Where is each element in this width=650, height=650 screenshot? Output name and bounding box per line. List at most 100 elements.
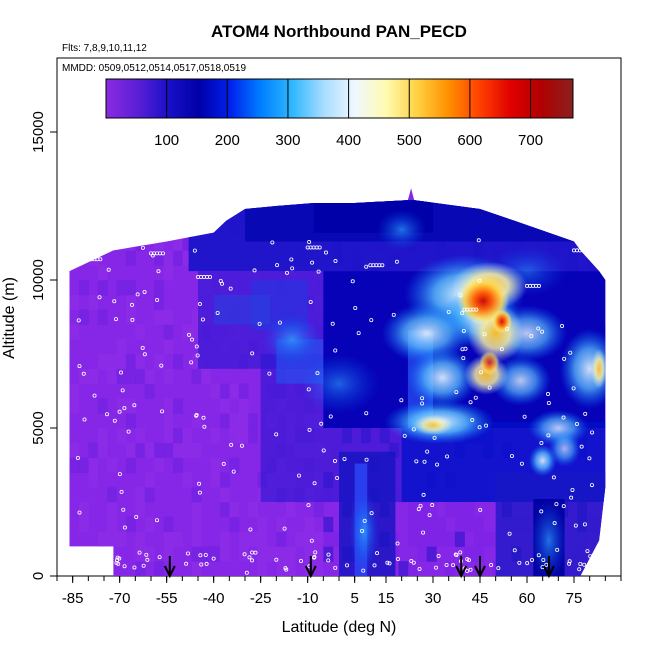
- heatmap-cell: [172, 428, 183, 444]
- heatmap-cell: [323, 516, 334, 533]
- sample-point: [316, 269, 321, 274]
- sample-point: [539, 441, 544, 446]
- sample-point: [228, 286, 233, 291]
- heatmap-cell: [107, 206, 118, 222]
- heatmap-cell: [191, 502, 202, 518]
- heatmap-cell: [191, 354, 202, 370]
- heatmap-cell: [154, 309, 165, 325]
- heatmap-cell: [417, 546, 428, 562]
- sample-point: [113, 317, 118, 322]
- heatmap-patch: [407, 347, 478, 408]
- sample-point: [122, 406, 127, 411]
- heatmap-cell: [163, 442, 174, 459]
- sample-point: [142, 289, 147, 294]
- sample-point: [204, 561, 209, 566]
- heatmap-cell: [69, 457, 80, 473]
- x-axis: -85 -70 -55 -40 -25 -10 5 15 30 45 60 75: [56, 576, 622, 607]
- sample-point: [330, 321, 335, 326]
- y-axis: 0 5000 10000 15000: [30, 111, 57, 580]
- heatmap-cell: [595, 191, 606, 207]
- heatmap-cell: [257, 546, 268, 562]
- heatmap-cell: [154, 280, 165, 296]
- heatmap-cell: [97, 531, 108, 547]
- heatmap-cell: [313, 531, 324, 547]
- heatmap-cell: [238, 428, 249, 444]
- sample-point: [328, 414, 333, 419]
- heatmap-cell: [577, 206, 588, 222]
- sample-point: [257, 321, 262, 326]
- heatmap-cell: [135, 324, 146, 340]
- heatmap-cell: [144, 487, 155, 503]
- sample-point: [119, 489, 124, 494]
- sample-point: [470, 418, 475, 423]
- heatmap-region: [213, 294, 271, 325]
- sample-point: [525, 561, 530, 566]
- heatmap-cell: [229, 428, 240, 444]
- sample-point: [579, 444, 584, 449]
- x-tick-label: -10: [297, 590, 319, 607]
- heatmap-cell: [154, 442, 165, 459]
- heatmap-cell: [323, 546, 334, 562]
- heatmap-cell: [219, 487, 230, 503]
- sample-point: [239, 443, 244, 448]
- heatmap-cell: [144, 516, 155, 533]
- sample-point: [283, 566, 288, 571]
- sample-point: [444, 562, 449, 567]
- heatmap-cell: [454, 516, 465, 533]
- sample-point: [422, 459, 427, 464]
- profile-marker-head: [543, 565, 555, 579]
- x-tick-label: 30: [425, 590, 442, 607]
- sample-point: [568, 350, 573, 355]
- heatmap-cell: [125, 309, 136, 325]
- sample-point: [546, 400, 551, 405]
- sample-point: [192, 248, 197, 253]
- colorbar-tick-label: 200: [215, 132, 240, 149]
- heatmap-cell: [454, 531, 465, 547]
- heatmap-cell: [257, 531, 268, 547]
- heatmap-field: [69, 188, 606, 576]
- chart-title: ATOM4 Northbound PAN_PECD: [211, 22, 467, 41]
- sample-point: [194, 412, 199, 417]
- sample-point: [105, 412, 110, 417]
- heatmap-cell: [248, 191, 259, 207]
- sample-point: [458, 293, 463, 298]
- heatmap-cell: [436, 531, 447, 547]
- sample-point: [184, 561, 189, 566]
- sample-point: [117, 556, 122, 561]
- profile-marker-head: [163, 565, 176, 579]
- sample-point: [468, 400, 473, 405]
- heatmap-cell: [88, 206, 99, 222]
- heatmap-cell: [407, 502, 418, 518]
- sample-point: [418, 503, 423, 508]
- heatmap-cell: [88, 368, 99, 385]
- sample-point: [247, 555, 252, 560]
- heatmap-cell: [154, 235, 165, 251]
- y-tick-label: 15000: [30, 111, 47, 153]
- heatmap-cell: [248, 428, 259, 444]
- sample-point: [474, 307, 479, 312]
- sample-point: [391, 312, 396, 317]
- sample-point: [202, 424, 207, 429]
- sample-point: [313, 550, 318, 555]
- mmdd-label: MMDD: 0509,0512,0514,0517,0518,0519: [62, 63, 246, 74]
- colorbar-tick-label: 400: [336, 132, 361, 149]
- sample-point: [159, 363, 164, 368]
- x-tick-label: -85: [62, 590, 84, 607]
- sample-point: [112, 418, 117, 423]
- heatmap-cell: [125, 368, 136, 385]
- sample-point: [445, 454, 450, 459]
- heatmap-cell: [276, 561, 287, 576]
- heatmap-cell: [144, 442, 155, 459]
- sample-point: [332, 458, 337, 463]
- heatmap-cell: [69, 324, 80, 340]
- heatmap-cell: [163, 206, 174, 222]
- heatmap-patch: [491, 309, 512, 334]
- heatmap-cell: [125, 442, 136, 459]
- sample-point: [454, 552, 459, 557]
- colorbar-tick-label: 500: [397, 132, 422, 149]
- sample-point: [385, 560, 390, 565]
- heatmap-cell: [313, 561, 324, 576]
- heatmap-cell: [88, 294, 99, 311]
- heatmap-cell: [586, 206, 597, 222]
